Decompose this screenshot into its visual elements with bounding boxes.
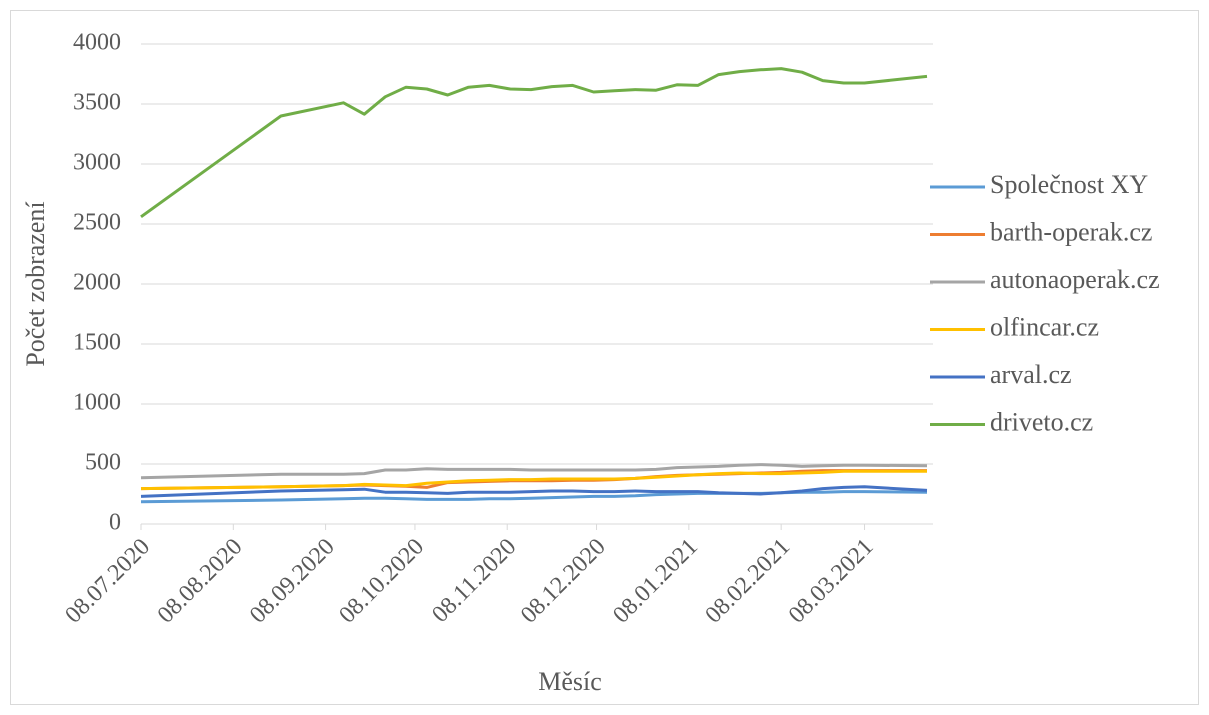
- y-axis-label: Počet zobrazení: [21, 201, 50, 366]
- y-tick-label: 2500: [73, 210, 121, 236]
- y-tick-label: 2000: [73, 270, 121, 296]
- legend-label: driveto.cz: [990, 407, 1093, 436]
- legend-label: autonaoperak.cz: [990, 265, 1160, 294]
- y-tick-label: 1500: [73, 330, 121, 356]
- legend-label: Společnost XY: [990, 170, 1148, 199]
- legend-label: olfincar.cz: [990, 312, 1099, 341]
- legend-label: barth-operak.cz: [990, 217, 1152, 246]
- series-line: [140, 485, 928, 498]
- y-tick-label: 4000: [73, 30, 121, 56]
- y-tick-label: 3000: [73, 150, 121, 176]
- y-tick-label: 1000: [73, 390, 121, 416]
- y-tick-label: 500: [85, 450, 121, 476]
- x-axis-label: Měsíc: [538, 667, 602, 696]
- y-tick-label: 3500: [73, 90, 121, 116]
- legend-label: arval.cz: [990, 360, 1072, 389]
- series-line: [140, 67, 928, 219]
- series-line: [140, 469, 927, 491]
- chart-frame: [10, 10, 1199, 705]
- y-tick-label: 0: [109, 510, 121, 536]
- series-line: [140, 463, 928, 480]
